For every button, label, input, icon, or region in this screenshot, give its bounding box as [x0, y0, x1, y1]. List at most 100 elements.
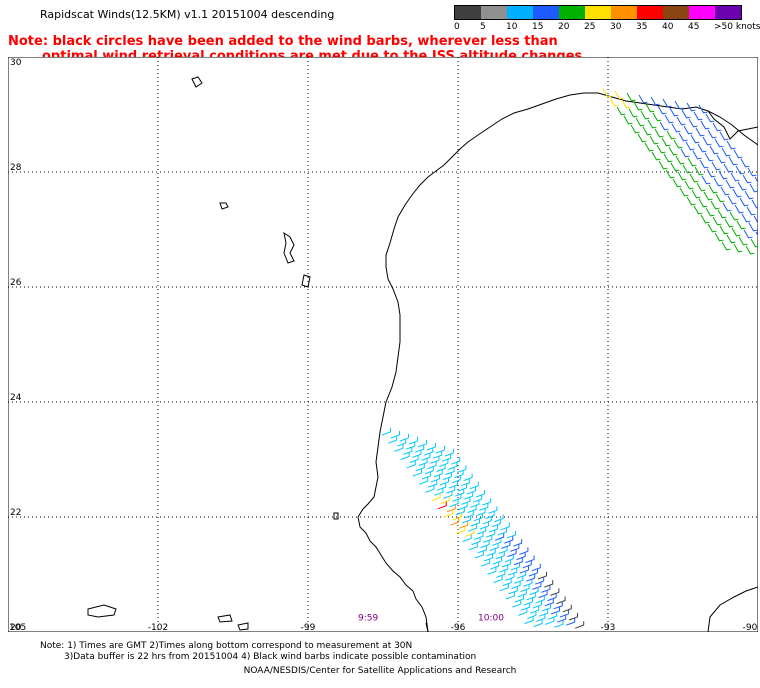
wind-barb [689, 173, 699, 183]
wind-barb [424, 466, 434, 475]
map-canvas: -105 -102 -99 -96 -93 -90 20 22 24 26 28 30 9:59 10:… [6, 56, 760, 633]
wind-barb [520, 584, 530, 593]
wind-barb [473, 513, 483, 522]
wind-barb [523, 579, 533, 587]
wind-barb [415, 463, 425, 472]
wind-barb [539, 609, 549, 617]
wind-barb [714, 232, 724, 242]
colorbar-label: 40 [662, 22, 674, 32]
wind-barb [406, 442, 416, 450]
wind-barb [697, 143, 707, 153]
wind-barb [635, 117, 645, 127]
wind-barb [726, 140, 736, 150]
wind-barb [425, 485, 435, 493]
wind-barb [467, 505, 477, 514]
wind-barb [464, 492, 474, 500]
wind-barb [686, 196, 696, 206]
wind-barb [626, 92, 636, 102]
lat-lon-grid [8, 57, 758, 632]
wind-barb [437, 483, 447, 491]
colorbar-swatch [533, 6, 559, 19]
wind-barb [419, 477, 429, 485]
wind-barb [454, 470, 464, 479]
wind-barb [651, 151, 661, 161]
footer-note-1: Note: 1) Times are GMT 2)Times along bot… [40, 641, 413, 651]
wind-barb [743, 229, 753, 239]
wind-barb [623, 115, 633, 125]
wind-barb [621, 99, 631, 109]
wind-barb [559, 609, 570, 618]
lake-1 [191, 76, 203, 88]
lake-3 [283, 231, 295, 264]
wind-barb [455, 489, 465, 497]
wind-barb [474, 550, 485, 559]
wind-barb [479, 503, 489, 511]
wind-barb [683, 125, 693, 135]
lon-tick-label: -93 [601, 623, 616, 632]
wind-barb [712, 216, 722, 226]
wind-barb [501, 559, 512, 568]
wind-barb [681, 109, 691, 119]
wind-barb [700, 214, 710, 224]
wind-barb [505, 591, 516, 600]
wind-barb [514, 594, 525, 603]
wind-barb [449, 499, 459, 508]
wind-barb [475, 489, 486, 498]
wind-barb [661, 137, 671, 147]
wind-barb [616, 106, 626, 116]
wind-barb [452, 512, 463, 521]
wind-barb [510, 562, 521, 571]
wind-barb [505, 573, 515, 581]
wind-barb [463, 473, 473, 482]
inland-lakes [87, 76, 339, 631]
wind-barb [440, 496, 450, 505]
wind-barb [741, 213, 751, 223]
wind-barb [532, 600, 543, 609]
wind-barb [507, 549, 517, 558]
wind-barb [671, 123, 681, 133]
wind-barb [482, 498, 492, 506]
colorbar-swatches [454, 5, 742, 20]
wind-barb [460, 478, 470, 487]
wind-barb [735, 165, 745, 175]
wind-barb [545, 617, 555, 625]
wind-barb [450, 518, 460, 526]
colorbar-swatch [481, 6, 507, 19]
colorbar-label: 5 [480, 22, 486, 32]
lake-5 [87, 604, 117, 618]
lat-tick-label: 30 [10, 58, 22, 68]
colorbar-label: 45 [688, 22, 700, 32]
wind-barb [662, 98, 672, 108]
map-frame [7, 56, 759, 633]
wind-barb [659, 121, 669, 131]
wind-barb [701, 175, 711, 185]
wind-barb [686, 102, 696, 112]
wind-barb [630, 124, 640, 134]
wind-barb [417, 439, 428, 448]
wind-barb [744, 190, 754, 200]
wind-barb [517, 589, 527, 598]
footer-note-2: 3)Data buffer is 22 hrs from 20151004 4)… [64, 652, 477, 662]
wind-barb [435, 445, 446, 454]
wind-barb [446, 504, 456, 513]
wind-barb [727, 195, 737, 205]
wind-barb [455, 507, 465, 516]
wind-barb [430, 474, 441, 483]
wind-barb [544, 598, 554, 607]
wind-barb [672, 178, 682, 188]
wind-barb [705, 113, 715, 123]
wind-barb [516, 552, 526, 561]
lake-8 [333, 512, 339, 520]
wind-barb [749, 183, 759, 193]
wind-barb [706, 168, 716, 178]
wind-barb [488, 524, 499, 533]
wind-barb [562, 604, 572, 613]
wind-barb [737, 181, 747, 191]
wind-barb [483, 553, 494, 562]
wind-barb [658, 160, 668, 170]
wind-barb [732, 188, 742, 198]
wind-barb [499, 583, 509, 592]
wind-barb [477, 545, 487, 554]
wind-barb [468, 524, 478, 532]
colorbar-label: 0 [454, 22, 460, 32]
